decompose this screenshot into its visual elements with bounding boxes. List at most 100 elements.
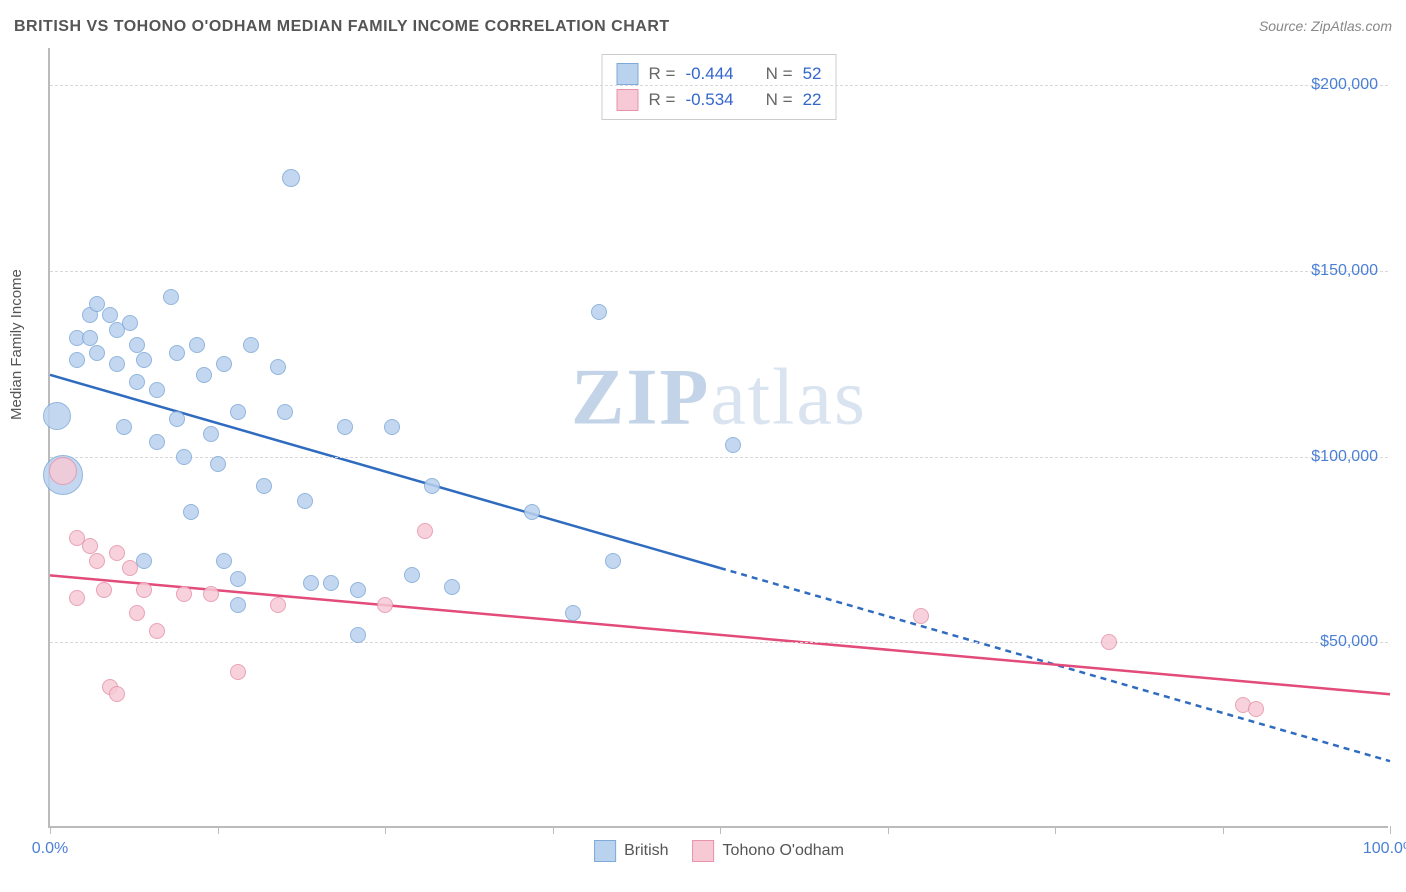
data-point	[384, 419, 400, 435]
source-label: Source: ZipAtlas.com	[1259, 18, 1392, 34]
data-point	[725, 437, 741, 453]
xtick	[888, 826, 889, 834]
data-point	[203, 586, 219, 602]
xtick	[1055, 826, 1056, 834]
data-point	[297, 493, 313, 509]
data-point	[136, 582, 152, 598]
data-point	[1101, 634, 1117, 650]
data-point	[149, 434, 165, 450]
data-point	[230, 664, 246, 680]
data-point	[82, 538, 98, 554]
data-point	[270, 359, 286, 375]
xtick	[385, 826, 386, 834]
data-point	[565, 605, 581, 621]
legend-row-british: R = -0.444 N = 52	[617, 61, 822, 87]
data-point	[323, 575, 339, 591]
data-point	[129, 605, 145, 621]
legend-item-british: British	[594, 840, 668, 862]
gridline	[50, 271, 1388, 272]
data-point	[69, 352, 85, 368]
ytick-label: $200,000	[1311, 76, 1378, 94]
swatch-british-icon	[594, 840, 616, 862]
swatch-tohono-icon	[693, 840, 715, 862]
xtick	[1390, 826, 1391, 834]
correlation-legend: R = -0.444 N = 52 R = -0.534 N = 22	[602, 54, 837, 120]
xtick	[50, 826, 51, 834]
title-bar: BRITISH VS TOHONO O'ODHAM MEDIAN FAMILY …	[14, 18, 1392, 36]
data-point	[417, 523, 433, 539]
data-point	[203, 426, 219, 442]
data-point	[210, 456, 226, 472]
data-point	[377, 597, 393, 613]
xtick-label-right: 100.0%	[1363, 840, 1406, 858]
data-point	[444, 579, 460, 595]
data-point	[96, 582, 112, 598]
plot-area: ZIPatlas R = -0.444 N = 52 R = -0.534 N …	[48, 48, 1388, 828]
data-point	[270, 597, 286, 613]
data-point	[149, 382, 165, 398]
data-point	[196, 367, 212, 383]
data-point	[176, 586, 192, 602]
data-point	[136, 352, 152, 368]
data-point	[913, 608, 929, 624]
data-point	[69, 590, 85, 606]
data-point	[1248, 701, 1264, 717]
data-point	[243, 337, 259, 353]
data-point	[230, 597, 246, 613]
legend-row-tohono: R = -0.534 N = 22	[617, 87, 822, 113]
gridline	[50, 85, 1388, 86]
gridline	[50, 642, 1388, 643]
swatch-british	[617, 63, 639, 85]
data-point	[89, 345, 105, 361]
data-point	[109, 545, 125, 561]
watermark: ZIPatlas	[571, 353, 867, 444]
data-point	[122, 315, 138, 331]
data-point	[43, 402, 71, 430]
ytick-label: $100,000	[1311, 448, 1378, 466]
data-point	[230, 571, 246, 587]
data-point	[303, 575, 319, 591]
series-legend: British Tohono O'odham	[594, 840, 844, 862]
data-point	[605, 553, 621, 569]
regression-lines	[50, 48, 1388, 826]
data-point	[404, 567, 420, 583]
data-point	[49, 457, 77, 485]
ytick-label: $150,000	[1311, 262, 1378, 280]
data-point	[109, 686, 125, 702]
data-point	[424, 478, 440, 494]
legend-item-tohono: Tohono O'odham	[693, 840, 844, 862]
data-point	[149, 623, 165, 639]
data-point	[337, 419, 353, 435]
ytick-label: $50,000	[1320, 633, 1378, 651]
data-point	[282, 169, 300, 187]
data-point	[82, 330, 98, 346]
data-point	[176, 449, 192, 465]
data-point	[256, 478, 272, 494]
data-point	[109, 356, 125, 372]
data-point	[216, 553, 232, 569]
xtick-label-left: 0.0%	[32, 840, 68, 858]
data-point	[116, 419, 132, 435]
data-point	[189, 337, 205, 353]
data-point	[183, 504, 199, 520]
xtick	[720, 826, 721, 834]
data-point	[524, 504, 540, 520]
swatch-tohono	[617, 89, 639, 111]
data-point	[277, 404, 293, 420]
data-point	[89, 553, 105, 569]
data-point	[129, 337, 145, 353]
y-axis-label: Median Family Income	[8, 269, 25, 420]
data-point	[89, 296, 105, 312]
chart-title: BRITISH VS TOHONO O'ODHAM MEDIAN FAMILY …	[14, 18, 670, 36]
data-point	[169, 411, 185, 427]
data-point	[230, 404, 246, 420]
xtick	[553, 826, 554, 834]
data-point	[350, 582, 366, 598]
data-point	[169, 345, 185, 361]
xtick	[218, 826, 219, 834]
data-point	[129, 374, 145, 390]
data-point	[350, 627, 366, 643]
data-point	[216, 356, 232, 372]
data-point	[102, 307, 118, 323]
data-point	[122, 560, 138, 576]
